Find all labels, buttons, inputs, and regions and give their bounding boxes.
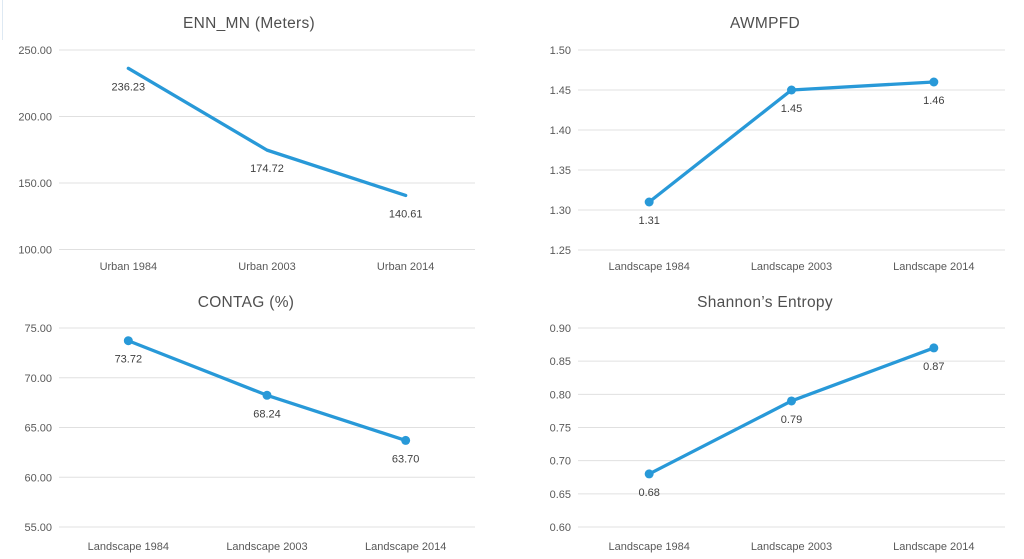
y-tick-label: 1.45 bbox=[550, 85, 571, 97]
data-point-label: 0.68 bbox=[638, 487, 659, 499]
left-edge-chart-border-artifact bbox=[2, 0, 3, 40]
data-point-label: 73.72 bbox=[115, 354, 143, 366]
y-tick-label: 250.00 bbox=[18, 45, 52, 57]
series-line bbox=[647, 80, 936, 204]
y-tick-label: 1.30 bbox=[550, 205, 571, 217]
y-tick-label: 75.00 bbox=[24, 323, 52, 335]
y-tick-label: 55.00 bbox=[24, 522, 52, 534]
y-tick-label: 1.50 bbox=[550, 45, 571, 57]
y-tick-label: 70.00 bbox=[24, 373, 52, 385]
y-tick-label: 1.35 bbox=[550, 165, 571, 177]
data-point-label: 0.87 bbox=[923, 361, 944, 373]
data-point-marker bbox=[929, 77, 939, 87]
x-category-label: Landscape 1984 bbox=[608, 541, 689, 553]
x-category-label: Landscape 2014 bbox=[893, 541, 974, 553]
chart-panel-enn-mn: ENN_MN (Meters) 100.00 150.00 200.00 250.00… bbox=[0, 0, 512, 279]
x-category-label: Landscape 1984 bbox=[88, 541, 169, 553]
data-point-label: 236.23 bbox=[112, 81, 146, 93]
chart-title: Shannon’s Entropy bbox=[697, 294, 833, 311]
series-line bbox=[126, 339, 408, 443]
plot-area: 100.00 150.00 200.00 250.00 Urban 1984 Urban … bbox=[18, 45, 475, 273]
plot-area: 55.00 60.00 65.00 70.00 75.00 Landscape 1984 L… bbox=[24, 323, 475, 553]
x-category-label: Landscape 2014 bbox=[365, 541, 446, 553]
chart-panel-awmpfd: AWMPFD 1.25 1.30 1.35 1.40 1.45 1.50 Landscape… bbox=[512, 0, 1024, 279]
data-point-label: 1.46 bbox=[923, 95, 944, 107]
x-category-label: Urban 2014 bbox=[377, 261, 435, 273]
x-category-label: Landscape 2014 bbox=[893, 261, 974, 273]
data-point-label: 68.24 bbox=[253, 408, 281, 420]
y-tick-label: 200.00 bbox=[18, 112, 52, 124]
y-tick-label: 65.00 bbox=[24, 423, 52, 435]
x-category-label: Landscape 2003 bbox=[751, 261, 832, 273]
chart-title: CONTAG (%) bbox=[198, 294, 295, 311]
data-point-marker bbox=[929, 343, 939, 353]
plot-area: 1.25 1.30 1.35 1.40 1.45 1.50 Landscape 1984 La… bbox=[550, 45, 1005, 273]
data-point-marker bbox=[644, 469, 654, 479]
data-point-label: 0.79 bbox=[781, 414, 802, 426]
data-point-marker bbox=[123, 336, 133, 346]
y-tick-label: 100.00 bbox=[18, 245, 52, 257]
data-point-label: 140.61 bbox=[389, 208, 423, 220]
y-tick-label: 0.90 bbox=[550, 323, 571, 335]
series-line bbox=[647, 346, 936, 476]
y-tick-label: 0.80 bbox=[550, 389, 571, 401]
chart-title: ENN_MN (Meters) bbox=[183, 15, 315, 32]
data-point-marker bbox=[401, 435, 411, 445]
y-tick-label: 0.65 bbox=[550, 489, 571, 501]
chart-title: AWMPFD bbox=[730, 15, 800, 32]
data-point-marker bbox=[644, 197, 654, 207]
x-category-label: Landscape 2003 bbox=[751, 541, 832, 553]
chart-panel-shannons-entropy: Shannon’s Entropy 0.60 0.65 0.70 0.75 0.80 0.… bbox=[512, 279, 1024, 559]
y-tick-label: 0.85 bbox=[550, 356, 571, 368]
data-point-marker bbox=[262, 390, 272, 400]
plot-area: 0.60 0.65 0.70 0.75 0.80 0.85 0.90 Landscape 19… bbox=[550, 323, 1005, 553]
data-point-label: 174.72 bbox=[250, 163, 284, 175]
x-category-label: Urban 2003 bbox=[238, 261, 296, 273]
y-tick-label: 150.00 bbox=[18, 178, 52, 190]
x-category-label: Landscape 2003 bbox=[226, 541, 307, 553]
data-point-label: 1.45 bbox=[781, 103, 802, 115]
y-tick-label: 1.25 bbox=[550, 245, 571, 257]
data-point-label: 63.70 bbox=[392, 453, 420, 465]
data-point-marker bbox=[787, 85, 796, 95]
y-tick-label: 0.60 bbox=[550, 522, 571, 534]
x-category-label: Urban 1984 bbox=[100, 261, 158, 273]
y-tick-label: 0.75 bbox=[550, 423, 571, 435]
x-category-label: Landscape 1984 bbox=[608, 261, 689, 273]
y-tick-label: 1.40 bbox=[550, 125, 571, 137]
series-line bbox=[126, 66, 408, 198]
shannons-entropy-line-chart: Shannon’s Entropy 0.600.650.700.750.800.… bbox=[550, 294, 1005, 553]
enn-mn-line-chart: ENN_MN (Meters) 100.00 150.00 200.00 250.00… bbox=[18, 15, 475, 273]
y-tick-label: 0.70 bbox=[550, 456, 571, 468]
data-point-marker bbox=[787, 396, 796, 406]
y-tick-label: 60.00 bbox=[24, 472, 52, 484]
chart-panel-contag: CONTAG (%) 55.00 60.00 65.00 70.00 75.00 Land… bbox=[0, 279, 512, 559]
awmpfd-line-chart: AWMPFD 1.25 1.30 1.35 1.40 1.45 1.50 Landscape… bbox=[550, 15, 1005, 273]
data-point-label: 1.31 bbox=[638, 215, 659, 227]
contag-line-chart: CONTAG (%) 55.00 60.00 65.00 70.00 75.00 Land… bbox=[24, 294, 475, 553]
